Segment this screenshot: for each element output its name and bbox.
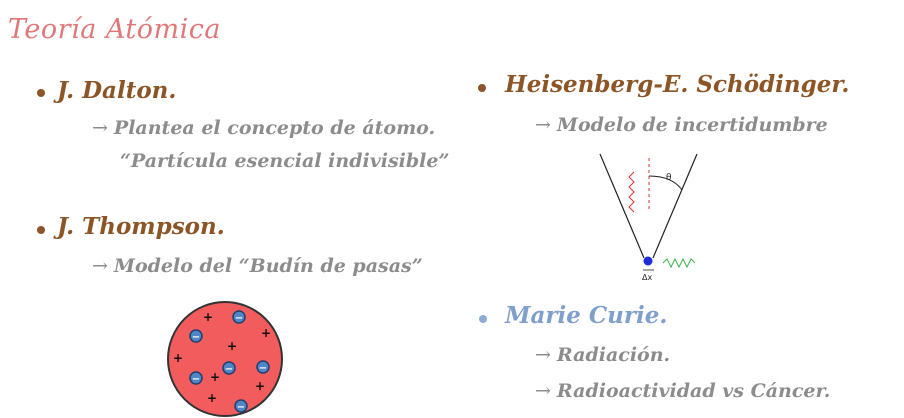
electron xyxy=(189,329,203,343)
curie-line-1: → Radiación. xyxy=(535,344,670,366)
plus-sign: + xyxy=(255,379,265,393)
theta-label: θ xyxy=(666,173,672,183)
minus-sign: − xyxy=(225,364,233,375)
thompson-line-1-text: Modelo del “Budín de pasas” xyxy=(113,255,423,277)
plus-sign: + xyxy=(207,391,217,405)
slide-title: Teoría Atómica xyxy=(8,14,221,45)
electron xyxy=(256,360,270,374)
electron xyxy=(222,361,236,375)
heisenberg-line-1-text: Modelo de incertidumbre xyxy=(556,114,828,136)
plus-sign: + xyxy=(261,326,271,340)
bullet-dot xyxy=(37,226,45,234)
bullet-dot xyxy=(479,315,487,323)
curie-heading: Marie Curie. xyxy=(505,302,668,329)
scattered-wave xyxy=(662,257,696,269)
plum-pudding-diagram: − − − − − − + + + + + + + xyxy=(167,301,283,417)
arrow-icon: → xyxy=(535,344,551,366)
dalton-line-1-text: Plantea el concepto de átomo. xyxy=(113,117,436,139)
plus-sign: + xyxy=(227,339,237,353)
electron-dot xyxy=(643,256,653,266)
curie-line-2: → Radioactividad vs Cáncer. xyxy=(535,380,830,402)
arrow-icon: → xyxy=(535,114,551,136)
curie-line-2-text: Radioactividad vs Cáncer. xyxy=(556,380,831,402)
plus-sign: + xyxy=(210,370,220,384)
electron xyxy=(189,371,203,385)
bullet-dot xyxy=(37,89,45,97)
minus-sign: − xyxy=(259,363,267,374)
delta-x-label: Δx xyxy=(642,273,652,282)
thompson-line-1: → Modelo del “Budín de pasas” xyxy=(92,255,423,277)
plus-sign: + xyxy=(173,351,183,365)
minus-sign: − xyxy=(237,402,245,413)
dalton-line-2: “Partícula esencial indivisible” xyxy=(120,150,450,172)
arrow-icon: → xyxy=(92,117,108,139)
heisenberg-heading: Heisenberg-E. Schödinger. xyxy=(505,71,850,98)
minus-sign: − xyxy=(235,313,243,324)
bullet-dot xyxy=(478,84,486,92)
minus-sign: − xyxy=(192,332,200,343)
thompson-heading: J. Thompson. xyxy=(57,213,225,240)
electron xyxy=(234,399,248,413)
plus-sign: + xyxy=(203,310,213,324)
incoming-wave xyxy=(628,171,635,213)
uncertainty-diagram: θ Δx xyxy=(599,153,698,282)
dalton-line-1: → Plantea el concepto de átomo. xyxy=(92,117,435,139)
dalton-heading: J. Dalton. xyxy=(57,77,177,104)
arrow-icon: → xyxy=(535,380,551,402)
minus-sign: − xyxy=(192,374,200,385)
electron xyxy=(232,310,246,324)
arrow-icon: → xyxy=(92,255,108,277)
curie-line-1-text: Radiación. xyxy=(556,344,671,366)
heisenberg-line-1: → Modelo de incertidumbre xyxy=(535,114,828,136)
